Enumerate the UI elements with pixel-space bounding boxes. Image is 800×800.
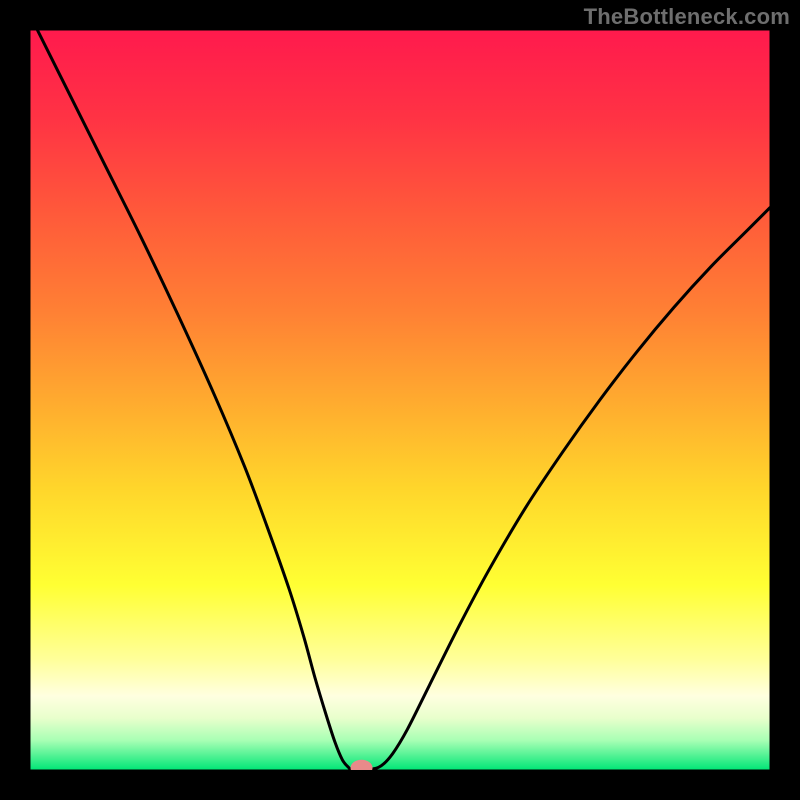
minimum-marker	[351, 760, 373, 776]
plot-background	[30, 30, 770, 770]
chart-svg	[0, 0, 800, 800]
watermark-text: TheBottleneck.com	[584, 4, 790, 30]
chart-frame: TheBottleneck.com	[0, 0, 800, 800]
